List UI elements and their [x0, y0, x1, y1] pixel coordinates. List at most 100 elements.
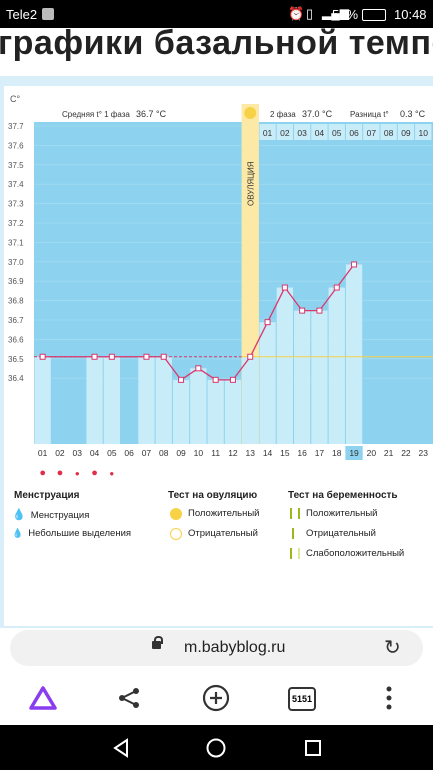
clock: 10:48: [394, 7, 427, 22]
alice-assistant-icon[interactable]: [28, 684, 58, 712]
period-drop-icon: ●: [109, 469, 114, 478]
phase2-day-label: 06: [349, 128, 359, 138]
new-tab-icon[interactable]: [201, 683, 231, 713]
bar-column: [86, 356, 103, 444]
cycle-day-label: 15: [280, 448, 290, 458]
phase2-day-label: 08: [384, 128, 394, 138]
phase2-day-label: 01: [263, 128, 273, 138]
one-line-icon: [292, 528, 294, 539]
cycle-day-label: 20: [367, 448, 377, 458]
y-tick: 36.9: [8, 277, 24, 286]
bar-column: [276, 287, 293, 444]
bar-column: [34, 356, 51, 444]
phase2-label: 2 фаза: [270, 110, 296, 119]
cycle-day-label: 04: [90, 448, 100, 458]
cycle-day-label: 02: [55, 448, 65, 458]
menu-dots-icon[interactable]: [384, 685, 394, 711]
phase2-day-label: 09: [401, 128, 411, 138]
summary-bar: [34, 104, 433, 122]
cycle-day-label: 05: [107, 448, 117, 458]
temperature-point: [229, 376, 236, 383]
temperature-point: [160, 353, 167, 360]
y-tick: 36.6: [8, 335, 24, 344]
lock-icon: [152, 641, 161, 649]
y-tick: 37.7: [8, 122, 24, 131]
phase2-day-label: 10: [419, 128, 429, 138]
period-drop-icon: ●: [57, 467, 64, 479]
tabs-counter-button[interactable]: 5151: [288, 687, 316, 711]
recents-icon[interactable]: [303, 738, 323, 758]
page-headline: графики базальной темпе: [0, 28, 433, 62]
bar-column: [172, 379, 190, 444]
legend-pregnancy-title: Тест на беременность: [288, 490, 398, 501]
day-highlight: [345, 446, 363, 460]
phase2-day-cell: [276, 124, 293, 140]
share-icon[interactable]: [116, 686, 142, 710]
diff-label: Разница t°: [350, 110, 389, 119]
cycle-day-label: 09: [176, 448, 186, 458]
legend-ovulation-negative: Отрицательный: [170, 528, 258, 540]
legend-menstruation-label: Менструация: [30, 510, 90, 521]
phase2-day-cell: [345, 124, 363, 140]
vibrate-icon: ▯: [306, 6, 314, 21]
carrier: Tele2: [6, 7, 38, 22]
app-notification-icon: [42, 8, 54, 20]
temperature-line: [42, 264, 355, 381]
legend-preg-weak-label: Слабоположительный: [306, 548, 405, 559]
status-bar: Tele2 ⏰ ▯ ▂▄▆ 53% 10:48: [0, 0, 433, 28]
y-tick: 37.6: [8, 141, 24, 150]
bar-column: [294, 310, 311, 444]
y-tick: 37.2: [8, 219, 24, 228]
phase2-day-cell: [397, 124, 415, 140]
phase2-day-label: 03: [297, 128, 307, 138]
y-tick: 36.4: [8, 374, 24, 383]
bbt-chart-panel: Средняя t° 1 фаза 36.7 °C 2 фаза 37.0 °C Раз…: [0, 76, 433, 628]
battery-icon: [362, 9, 386, 21]
y-tick: 37.0: [8, 258, 24, 267]
bar-column: [311, 310, 328, 444]
bar-column: [224, 379, 242, 444]
legend-pregnancy-negative: Отрицательный: [292, 528, 376, 539]
address-bar[interactable]: m.babyblog.ru ↻: [10, 630, 423, 666]
y-unit: C°: [10, 94, 20, 104]
phase2-day-cell: [259, 124, 276, 140]
period-drop-icon: ●: [39, 467, 46, 479]
drop-small-icon: 💧: [12, 528, 24, 538]
cycle-day-label: 03: [73, 448, 83, 458]
cycle-day-label: 22: [401, 448, 411, 458]
temperature-point: [143, 353, 150, 360]
battery-percent: 53%: [332, 7, 359, 22]
phase2-day-label: 07: [367, 128, 377, 138]
legend-pregnancy-positive: Положительный: [290, 508, 377, 519]
legend-preg-negative-label: Отрицательный: [306, 528, 376, 539]
url-text[interactable]: m.babyblog.ru: [184, 639, 286, 656]
y-tick: 37.1: [8, 238, 24, 247]
temperature-point: [333, 284, 340, 291]
legend-menstruation-item: 💧 Менструация: [12, 508, 90, 521]
y-tick: 36.8: [8, 297, 24, 306]
phase2-day-cell: [415, 124, 432, 140]
phase2-day-label: 04: [315, 128, 325, 138]
ovulation-label: ОВУЛЯЦИЯ: [246, 161, 255, 206]
legend-pregnancy-weak: Слабоположительный: [290, 548, 405, 559]
cycle-day-label: 23: [419, 448, 429, 458]
cycle-day-label: 07: [142, 448, 152, 458]
y-tick: 37.3: [8, 200, 24, 209]
phase2-day-label: 02: [280, 128, 290, 138]
bbt-chart-card: Средняя t° 1 фаза 36.7 °C 2 фаза 37.0 °C Раз…: [4, 86, 433, 626]
home-icon[interactable]: [205, 737, 227, 759]
bar-column: [103, 356, 120, 444]
weak-lines-icon: [290, 548, 300, 559]
positive-circle-icon: [170, 508, 182, 520]
temperature-point: [316, 307, 323, 314]
phase2-day-cell: [328, 124, 345, 140]
y-tick: 37.5: [8, 161, 24, 170]
back-icon[interactable]: [110, 737, 132, 759]
phase2-day-label: 05: [332, 128, 342, 138]
bar-column: [190, 368, 207, 444]
reload-icon[interactable]: ↻: [384, 637, 401, 659]
cycle-day-label: 16: [297, 448, 307, 458]
alarm-icon: ⏰: [288, 6, 305, 21]
cycle-day-label: 01: [38, 448, 48, 458]
diff-value: 0.3 °C: [400, 109, 426, 119]
